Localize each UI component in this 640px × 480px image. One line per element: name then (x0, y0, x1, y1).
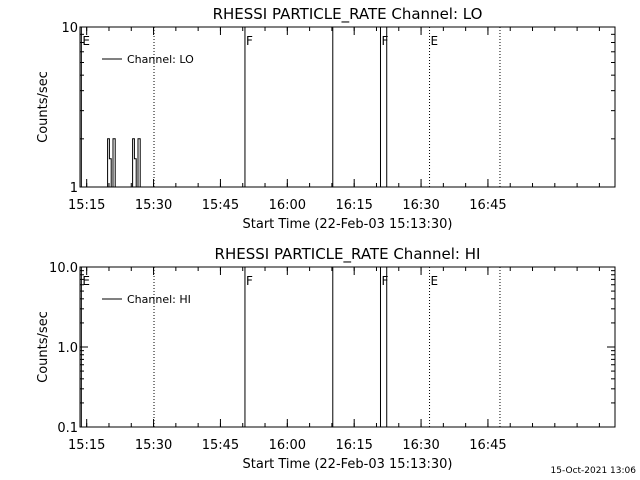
panel1-plot-frame (79, 26, 616, 188)
panel1-series-line (80, 138, 615, 188)
panel2-plot-frame (79, 266, 616, 428)
panel1-x-tick-label: 16:45 (469, 198, 506, 213)
panel2-x-tick-label: 16:30 (402, 438, 439, 453)
panel2-y-tick-label: 1.0 (57, 341, 78, 356)
panel1-x-tick-label: 16:15 (335, 198, 372, 213)
panel1-y-tick-label: 1 (70, 181, 78, 196)
panel2-x-axis-label: Start Time (22-Feb-03 15:13:30) (243, 457, 453, 472)
panel2-y-axis-label: Counts/sec (36, 311, 51, 383)
panel2-title: RHESSI PARTICLE_RATE Channel: HI (215, 245, 481, 264)
panel1-y-axis-label: Counts/sec (36, 71, 51, 143)
panel1-event-marker: E (82, 34, 90, 48)
panel1-event-marker: F (381, 34, 388, 48)
panel1-x-axis-label: Start Time (22-Feb-03 15:13:30) (243, 217, 453, 232)
panel2-event-marker: F (381, 274, 388, 288)
panel1-legend-label: Channel: LO (127, 53, 194, 66)
panel1-event-marker: F (246, 34, 253, 48)
panel1-x-tick-label: 15:30 (135, 198, 172, 213)
panel2-y-tick-label: 0.1 (57, 421, 78, 436)
footer-timestamp: 15-Oct-2021 13:06 (550, 466, 636, 476)
panel1-x-tick-label: 16:30 (402, 198, 439, 213)
panel2-x-tick-label: 15:45 (202, 438, 239, 453)
panel1-x-tick-label: 16:00 (269, 198, 306, 213)
panel2-x-tick-label: 16:45 (469, 438, 506, 453)
panel2-x-tick-label: 15:30 (135, 438, 172, 453)
panel2-x-tick-label: 16:15 (335, 438, 372, 453)
panel2-y-tick-label: 10.0 (49, 261, 78, 276)
panel1-event-marker: E (431, 34, 439, 48)
panel2-x-tick-label: 16:00 (269, 438, 306, 453)
panel1-title: RHESSI PARTICLE_RATE Channel: LO (213, 5, 483, 24)
panel2-event-marker: E (431, 274, 439, 288)
panel2-event-marker: F (246, 274, 253, 288)
panel1-y-tick-label: 10 (61, 21, 78, 36)
panel2-x-tick-label: 15:15 (68, 438, 105, 453)
panel2-event-marker: E (82, 274, 90, 288)
panel1-x-tick-label: 15:15 (68, 198, 105, 213)
panel1-x-tick-label: 15:45 (202, 198, 239, 213)
panel2-legend-label: Channel: HI (127, 293, 191, 306)
